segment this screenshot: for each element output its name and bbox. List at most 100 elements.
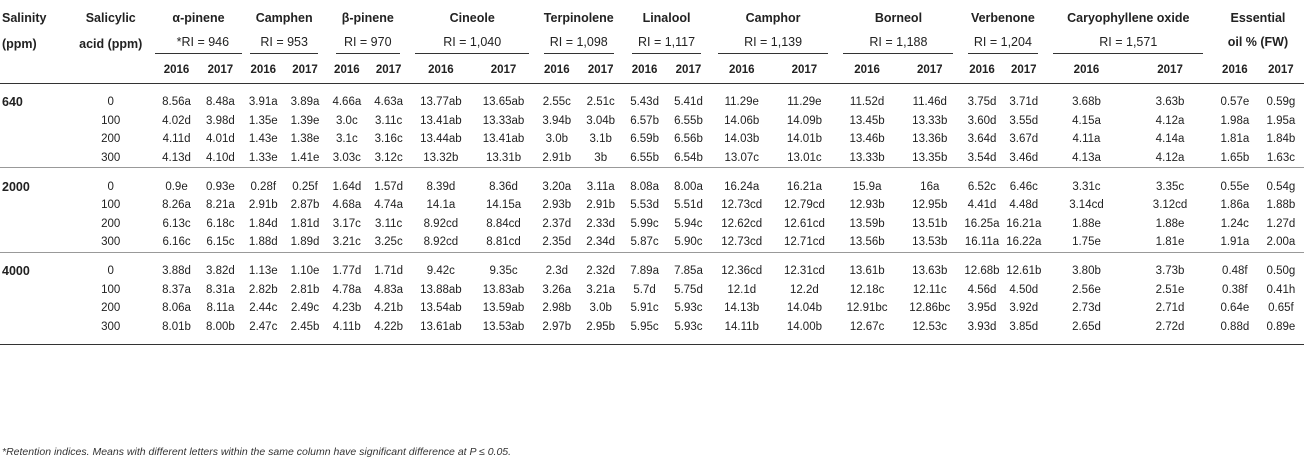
table-row: 300 6.16c 6.15c 1.88d 1.89d 3.21c 3.25c 8.92cd 8…	[0, 233, 1304, 252]
value-cell: 2.45b	[290, 320, 320, 333]
value-cell: 8.00b	[206, 320, 235, 333]
value-cell: 0.28f	[250, 180, 277, 193]
value-cell: 3.12cd	[1152, 199, 1188, 212]
value-cell: 3.14cd	[1069, 199, 1104, 212]
value-cell: 4.11a	[1072, 133, 1101, 146]
value-cell: 13.88ab	[420, 283, 462, 296]
ri-label: RI = 1,040	[410, 31, 535, 57]
value-cell: 0.65f	[1268, 302, 1294, 315]
value-cell: 2.71d	[1155, 302, 1185, 315]
value-cell: 13.01c	[787, 152, 822, 165]
value-cell: 2.95b	[586, 320, 616, 333]
value-cell: 4.48d	[1009, 199, 1039, 212]
value-cell: 12.31cd	[783, 265, 825, 278]
value-cell: 11.46d	[912, 96, 947, 109]
value-cell: 8.11a	[206, 302, 235, 315]
group-separator	[0, 167, 1304, 178]
value-cell: 3.03c	[332, 152, 361, 165]
value-cell: 0.50g	[1266, 265, 1296, 278]
value-cell: 4.01d	[206, 133, 235, 146]
value-cell: 2.82b	[248, 283, 278, 296]
value-cell: 13.44ab	[420, 133, 462, 146]
value-cell: 4.14a	[1155, 133, 1185, 146]
value-cell: 3.0b	[589, 302, 612, 315]
value-cell: 2.35d	[542, 236, 572, 249]
value-cell: 0.93e	[206, 180, 235, 193]
value-cell: 6.55b	[674, 114, 703, 127]
value-cell: 12.53c	[912, 320, 948, 333]
value-cell: 0.64e	[1220, 302, 1250, 315]
year-header: 2017	[578, 57, 623, 84]
value-cell: 12.79cd	[783, 199, 825, 212]
value-cell: 13.45b	[849, 114, 885, 127]
value-cell: 5.90c	[674, 236, 703, 249]
salinity-cell	[0, 130, 67, 149]
value-cell: 5.43d	[630, 96, 659, 109]
salinity-cell: 4000	[2, 264, 30, 279]
value-cell: 1.13e	[248, 265, 278, 278]
value-cell: 9.42c	[426, 265, 455, 278]
acid-cell: 200	[101, 302, 121, 315]
value-cell: 4.13a	[1072, 152, 1101, 165]
value-cell: 13.54ab	[420, 302, 462, 315]
value-cell: 4.02d	[162, 114, 191, 127]
value-cell: 1.43e	[248, 133, 278, 146]
value-cell: 4.12a	[1155, 152, 1185, 165]
value-cell: 9.35c	[489, 265, 518, 278]
value-cell: 16.22a	[1006, 236, 1042, 249]
value-cell: 12.71cd	[783, 236, 825, 249]
salinity-cell	[0, 233, 67, 252]
ri-label: RI = 1,139	[710, 31, 835, 57]
value-cell: 11.29e	[787, 96, 822, 109]
value-cell: 12.61b	[1006, 265, 1042, 278]
value-cell: 4.41d	[967, 199, 997, 212]
value-cell: 8.56a	[162, 96, 191, 109]
value-cell: 8.81cd	[486, 236, 521, 249]
year-header: 2017	[1257, 57, 1304, 84]
salinity-cell	[0, 299, 67, 318]
value-cell: 3.20a	[542, 180, 572, 193]
value-cell: 12.73cd	[721, 199, 763, 212]
value-cell: 14.1a	[426, 199, 456, 212]
value-cell: 4.66a	[332, 96, 362, 109]
value-cell: 4.68a	[332, 199, 362, 212]
acid-cell: 300	[101, 236, 121, 249]
value-cell: 3.75d	[967, 96, 997, 109]
value-cell: 3.16c	[374, 133, 403, 146]
value-cell: 8.92cd	[423, 236, 459, 249]
salinity-header-unit: (ppm)	[2, 37, 37, 51]
year-header: 2017	[367, 57, 410, 84]
group-separator	[0, 251, 1304, 262]
value-cell: 6.57b	[630, 114, 659, 127]
value-cell: 14.15a	[485, 199, 522, 212]
value-cell: 0.9e	[165, 180, 188, 193]
value-cell: 4.12a	[1155, 114, 1185, 127]
compound-header: Caryophyllene oxide	[1067, 10, 1190, 25]
value-cell: 6.18c	[206, 217, 235, 230]
table-row: 200 4.11d 4.01d 1.43e 1.38e 3.1c 3.16c 13.44ab 1…	[0, 130, 1304, 149]
value-cell: 3.54d	[967, 152, 997, 165]
value-cell: 3.85d	[1009, 320, 1039, 333]
value-cell: 3.82d	[206, 265, 235, 278]
ri-label: RI = 1,117	[623, 31, 711, 57]
value-cell: 8.06a	[162, 302, 191, 315]
value-cell: 14.01b	[786, 133, 822, 146]
compound-header: Essential	[1230, 10, 1286, 25]
value-cell: 13.56b	[849, 236, 885, 249]
ri-label: RI = 1,571	[1045, 31, 1212, 57]
salinity-cell	[0, 149, 67, 168]
value-cell: 12.95b	[912, 199, 948, 212]
value-cell: 6.59b	[630, 133, 659, 146]
compound-header: Cineole	[449, 10, 495, 25]
value-cell: 8.36d	[489, 180, 518, 193]
year-header: 2016	[242, 57, 285, 84]
value-cell: 13.59ab	[482, 302, 525, 315]
value-cell: 1.65b	[1220, 152, 1250, 165]
year-header: 2016	[1211, 57, 1258, 84]
value-cell: 1.71d	[374, 265, 404, 278]
value-cell: 8.01b	[162, 320, 191, 333]
value-cell: 14.03b	[724, 133, 760, 146]
value-cell: 3.17c	[332, 217, 361, 230]
ri-label: *RI = 946	[154, 31, 243, 57]
value-cell: 4.74a	[374, 199, 404, 212]
